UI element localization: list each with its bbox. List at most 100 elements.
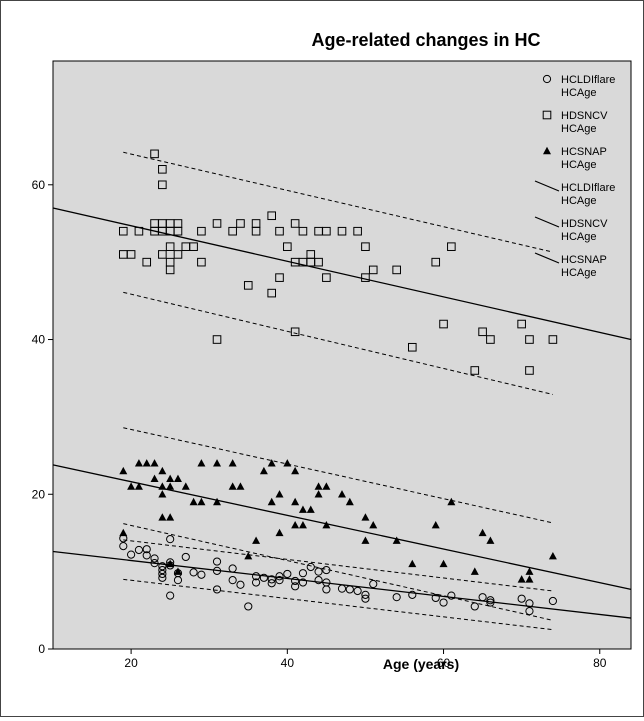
data-point bbox=[228, 576, 237, 585]
x-tick-label: 20 bbox=[124, 656, 138, 670]
data-point bbox=[228, 226, 237, 236]
data-point bbox=[525, 366, 534, 375]
data-point bbox=[361, 513, 370, 521]
confidence-line-hcldiflare-hcage-upper bbox=[123, 539, 553, 592]
legend-label: HCLDIflare bbox=[561, 182, 615, 194]
data-point bbox=[251, 572, 261, 581]
data-point bbox=[298, 578, 308, 587]
data-point bbox=[291, 576, 300, 586]
data-point bbox=[478, 593, 487, 602]
data-point bbox=[470, 602, 479, 611]
data-point bbox=[431, 257, 441, 267]
data-point bbox=[267, 575, 276, 584]
axes: 20 40 60 80 0 20 40 60 bbox=[32, 178, 607, 670]
data-point bbox=[447, 591, 456, 600]
data-point bbox=[486, 335, 495, 344]
data-point bbox=[338, 490, 346, 498]
data-point bbox=[345, 585, 354, 594]
data-point bbox=[166, 482, 175, 490]
data-point bbox=[290, 219, 300, 228]
data-point bbox=[251, 226, 261, 236]
data-point bbox=[267, 211, 277, 221]
data-point bbox=[290, 327, 300, 337]
data-points bbox=[118, 149, 558, 616]
data-point bbox=[470, 366, 480, 375]
x-tick-label: 80 bbox=[593, 656, 607, 670]
x-tick-label: 60 bbox=[437, 656, 451, 670]
data-point bbox=[212, 335, 222, 344]
fit-lines bbox=[52, 151, 632, 631]
data-point bbox=[158, 562, 167, 571]
data-point bbox=[127, 550, 136, 559]
data-point bbox=[337, 584, 347, 593]
data-point bbox=[298, 569, 308, 578]
data-point bbox=[322, 585, 331, 594]
data-point bbox=[150, 459, 159, 467]
data-point bbox=[306, 505, 315, 513]
data-point bbox=[212, 557, 222, 566]
data-point bbox=[345, 497, 354, 506]
data-point bbox=[228, 482, 237, 490]
legend-marker-line bbox=[534, 216, 560, 228]
y-tick-label: 20 bbox=[32, 487, 46, 501]
data-point bbox=[259, 466, 268, 475]
data-point bbox=[267, 579, 276, 588]
data-point bbox=[134, 459, 143, 467]
data-point bbox=[158, 490, 167, 498]
legend-label: HDSNCV bbox=[561, 218, 608, 230]
x-axis-label: Age (years) bbox=[383, 656, 459, 672]
data-point bbox=[407, 342, 417, 352]
data-point bbox=[283, 242, 292, 251]
data-point bbox=[181, 482, 190, 490]
legend-label: HCSNAP bbox=[561, 254, 607, 266]
data-point bbox=[283, 569, 292, 579]
data-point bbox=[166, 513, 175, 521]
data-point bbox=[322, 273, 331, 282]
data-point bbox=[173, 226, 183, 236]
data-point bbox=[322, 482, 331, 490]
y-tick-label: 40 bbox=[32, 333, 46, 347]
data-point bbox=[517, 575, 526, 583]
legend-label: HCAge bbox=[561, 87, 596, 99]
data-point bbox=[212, 585, 222, 594]
data-point bbox=[439, 319, 448, 329]
data-point bbox=[408, 590, 417, 599]
data-point bbox=[392, 265, 401, 275]
data-point bbox=[197, 257, 206, 267]
data-point bbox=[251, 578, 261, 587]
data-point bbox=[212, 566, 222, 575]
data-point bbox=[275, 226, 284, 236]
data-point bbox=[548, 335, 558, 344]
data-point bbox=[189, 242, 198, 251]
confidence-line-hdsncv-hcage-upper bbox=[123, 151, 554, 253]
data-point bbox=[291, 466, 300, 475]
data-point bbox=[486, 598, 495, 607]
data-point bbox=[150, 149, 159, 159]
fit-line-hdsncv-hcage bbox=[52, 207, 632, 341]
data-point bbox=[525, 599, 534, 608]
confidence-line-hcldiflare-hcage-lower bbox=[123, 578, 553, 631]
data-point bbox=[252, 536, 261, 544]
data-point bbox=[197, 570, 206, 579]
data-point bbox=[447, 242, 456, 251]
data-point bbox=[228, 564, 237, 573]
data-point bbox=[306, 562, 315, 572]
data-point bbox=[197, 226, 206, 236]
data-point bbox=[275, 490, 284, 498]
data-point bbox=[283, 459, 292, 467]
data-point bbox=[197, 497, 206, 506]
data-point bbox=[166, 474, 175, 482]
data-point bbox=[392, 593, 401, 602]
legend-label: HCSNAP bbox=[561, 146, 607, 158]
data-point bbox=[166, 559, 175, 568]
data-point bbox=[525, 575, 534, 583]
data-point bbox=[291, 497, 300, 506]
data-point bbox=[142, 545, 151, 554]
data-point bbox=[158, 482, 167, 490]
data-point bbox=[517, 594, 526, 603]
